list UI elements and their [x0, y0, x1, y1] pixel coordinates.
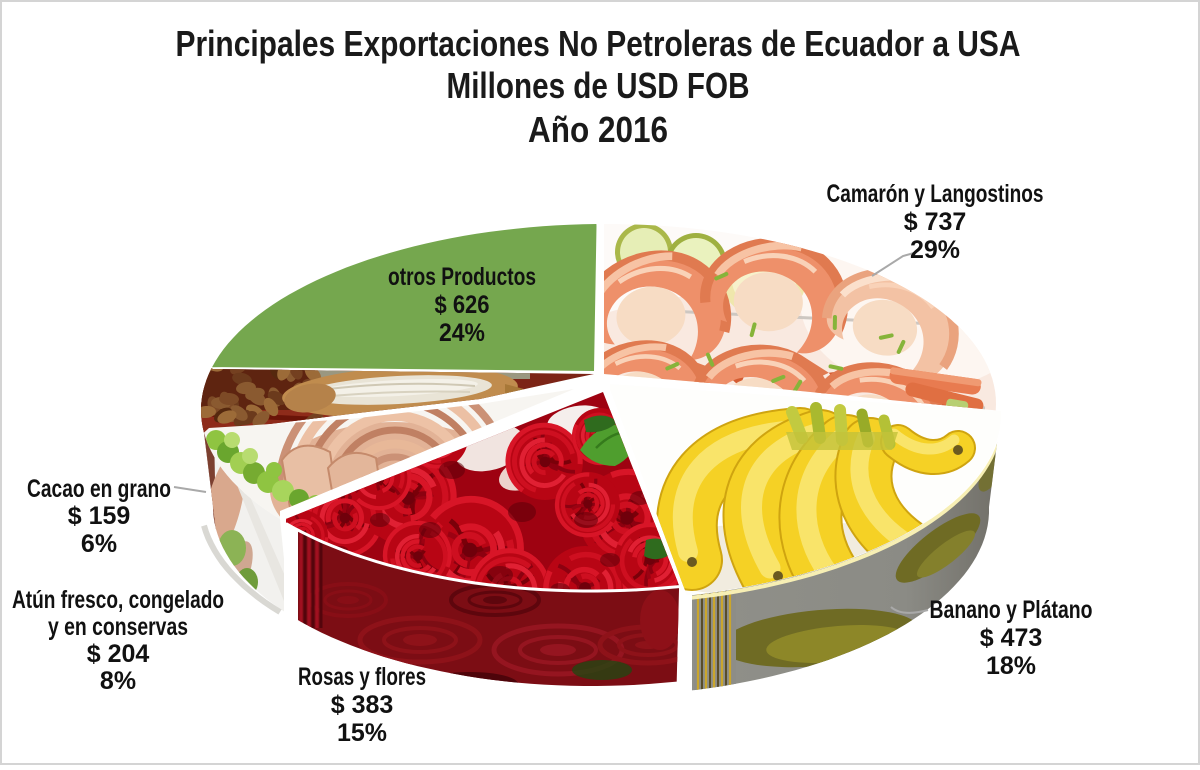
svg-text:Año 2016: Año 2016 — [528, 109, 668, 150]
svg-text:$ 737: $ 737 — [904, 208, 967, 236]
svg-text:18%: 18% — [986, 652, 1036, 680]
svg-text:Principales Exportaciones No P: Principales Exportaciones No Petroleras … — [176, 23, 1021, 64]
svg-text:otros Productos: otros Productos — [388, 263, 536, 291]
svg-text:24%: 24% — [439, 319, 485, 347]
svg-text:Atún fresco, congelado: Atún fresco, congelado — [12, 586, 224, 614]
svg-text:Rosas y flores: Rosas y flores — [298, 663, 426, 691]
svg-text:Banano y Plátano: Banano y Plátano — [930, 596, 1093, 624]
svg-text:15%: 15% — [337, 719, 387, 747]
svg-text:Cacao en grano: Cacao en grano — [27, 475, 171, 503]
svg-text:Camarón y Langostinos: Camarón y Langostinos — [827, 180, 1044, 208]
svg-text:29%: 29% — [910, 236, 960, 264]
svg-text:$ 626: $ 626 — [435, 291, 490, 319]
svg-text:$ 159: $ 159 — [68, 502, 131, 530]
svg-text:$ 383: $ 383 — [331, 691, 394, 719]
svg-text:8%: 8% — [100, 667, 136, 695]
svg-text:6%: 6% — [81, 530, 117, 558]
svg-text:$ 204: $ 204 — [87, 640, 150, 668]
svg-text:Millones de USD FOB: Millones de USD FOB — [447, 65, 750, 106]
svg-text:$ 473: $ 473 — [980, 624, 1043, 652]
svg-text:y en conservas: y en conservas — [48, 613, 188, 641]
